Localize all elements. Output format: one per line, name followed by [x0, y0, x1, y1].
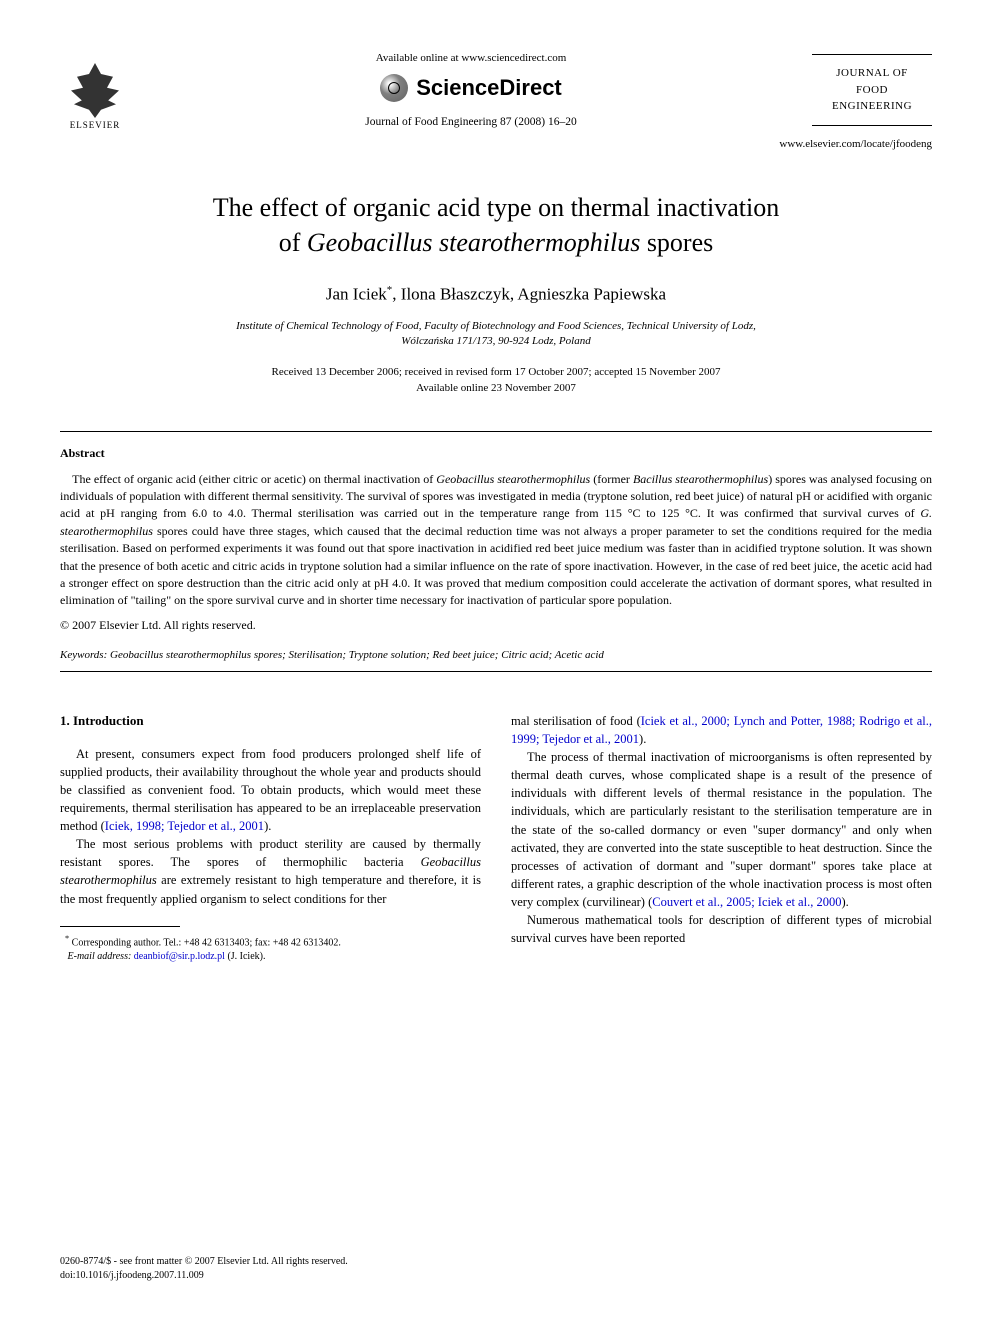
header-row: ELSEVIER Available online at www.science…: [60, 50, 932, 130]
abstract-header: Abstract: [60, 446, 932, 461]
corresponding-footnote: * Corresponding author. Tel.: +48 42 631…: [60, 933, 481, 964]
intro-p3: The process of thermal inactivation of m…: [511, 748, 932, 911]
journal-url[interactable]: www.elsevier.com/locate/jfoodeng: [60, 138, 932, 150]
intro-p1: At present, consumers expect from food p…: [60, 745, 481, 836]
journal-cover-title: JOURNAL OF FOOD ENGINEERING: [816, 65, 928, 115]
intro-p2: The most serious problems with product s…: [60, 835, 481, 908]
authors: Jan Iciek*, Ilona Błaszczyk, Agnieszka P…: [60, 284, 932, 305]
intro-p4: Numerous mathematical tools for descript…: [511, 911, 932, 947]
sciencedirect-text: ScienceDirect: [416, 75, 562, 101]
available-online-text: Available online at www.sciencedirect.co…: [150, 52, 792, 64]
article-title: The effect of organic acid type on therm…: [60, 190, 932, 260]
keywords: Keywords: Geobacillus stearothermophilus…: [60, 649, 932, 661]
center-header: Available online at www.sciencedirect.co…: [130, 52, 812, 128]
article-dates: Received 13 December 2006; received in r…: [60, 364, 932, 397]
divider: [60, 671, 932, 672]
elsevier-logo: ELSEVIER: [60, 50, 130, 130]
divider: [60, 431, 932, 432]
right-column: mal sterilisation of food (Iciek et al.,…: [511, 712, 932, 964]
elsevier-text: ELSEVIER: [70, 120, 121, 130]
sciencedirect-icon: [380, 74, 408, 102]
copyright: © 2007 Elsevier Ltd. All rights reserved…: [60, 618, 932, 633]
left-column: 1. Introduction At present, consumers ex…: [60, 712, 481, 964]
footer: 0260-8774/$ - see front matter © 2007 El…: [60, 1255, 348, 1283]
sciencedirect-brand: ScienceDirect: [150, 74, 792, 102]
footnote-divider: [60, 926, 180, 927]
intro-p2-cont: mal sterilisation of food (Iciek et al.,…: [511, 712, 932, 748]
abstract-text: The effect of organic acid (either citri…: [60, 471, 932, 610]
affiliation: Institute of Chemical Technology of Food…: [60, 319, 932, 350]
citation-link[interactable]: Iciek, 1998; Tejedor et al., 2001: [105, 819, 264, 833]
journal-reference: Journal of Food Engineering 87 (2008) 16…: [150, 116, 792, 128]
elsevier-tree-icon: [65, 63, 125, 118]
journal-cover: JOURNAL OF FOOD ENGINEERING: [812, 54, 932, 126]
body-columns: 1. Introduction At present, consumers ex…: [60, 712, 932, 964]
citation-link[interactable]: Couvert et al., 2005; Iciek et al., 2000: [652, 895, 841, 909]
section-header: 1. Introduction: [60, 712, 481, 731]
email-link[interactable]: deanbiof@sir.p.lodz.pl: [131, 951, 227, 962]
